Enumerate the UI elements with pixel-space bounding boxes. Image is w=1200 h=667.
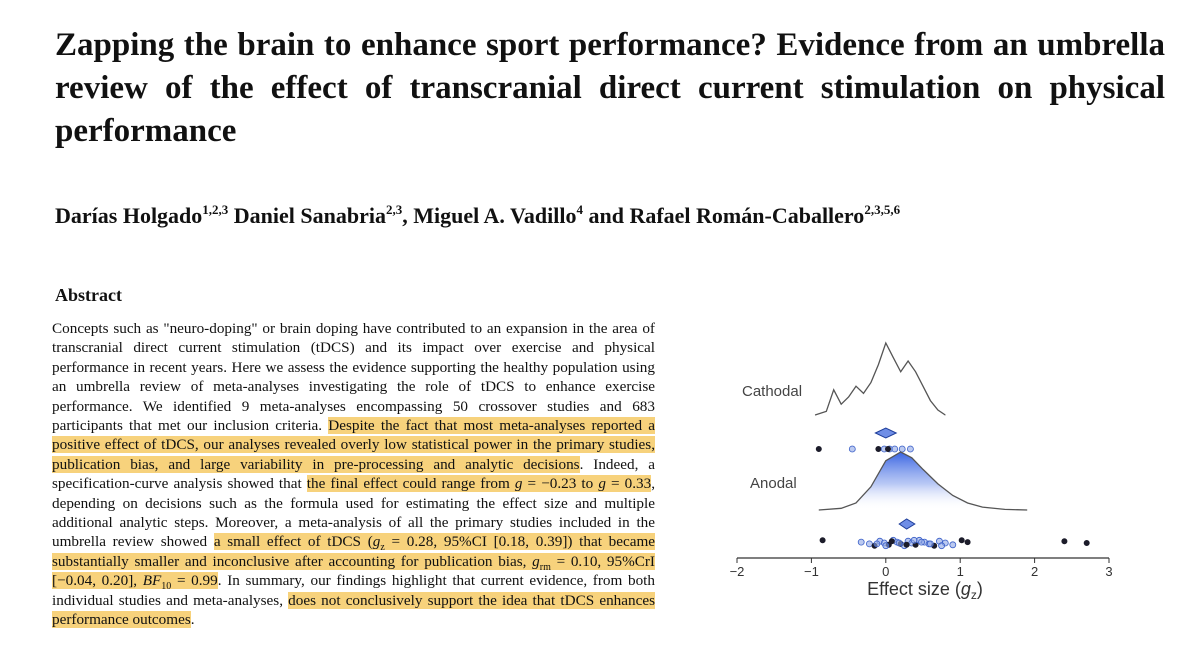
- study-point: [884, 446, 891, 453]
- abstract-segment: . In summary, our findings highlight tha…: [52, 572, 655, 609]
- author-name: Miguel A. Vadillo: [413, 203, 577, 228]
- study-point: [875, 446, 882, 453]
- study-point: [926, 540, 934, 548]
- x-tick-label: −2: [730, 564, 745, 579]
- study-point: [865, 540, 873, 548]
- author-list: Darías Holgado1,2,3 Daniel Sanabria2,3, …: [55, 202, 901, 228]
- study-point: [857, 538, 865, 546]
- study-point: [888, 538, 895, 545]
- cathodal-label: Cathodal: [742, 383, 802, 400]
- raincloud-figure: Cathodal Anodal −2 −1 0 1 2 3 Effect size (gz…: [700, 325, 1140, 615]
- study-point: [819, 537, 826, 544]
- x-axis-label: Effect size (gz): [867, 579, 983, 602]
- abstract-segment: Concepts such as "neuro-doping" or brain…: [52, 320, 655, 435]
- study-point: [882, 542, 890, 550]
- highlight-effect-range: the final effect could range from g = −0…: [306, 475, 652, 493]
- abstract-segment: , depending on decisions such as the for…: [52, 475, 655, 551]
- pooled-estimate-diamond: [898, 518, 916, 530]
- study-point: [906, 445, 914, 453]
- study-point: [1083, 539, 1090, 546]
- x-tick-label: 2: [1031, 564, 1038, 579]
- raincloud-chart: Cathodal Anodal −2 −1 0 1 2 3 Effect size (gz…: [730, 341, 1113, 602]
- study-point: [891, 445, 899, 453]
- x-tick-label: 1: [957, 564, 964, 579]
- x-tick-label: 0: [882, 564, 889, 579]
- paper-title: Zapping the brain to enhance sport perfo…: [55, 27, 1165, 149]
- study-point: [918, 538, 925, 546]
- author-name: Daniel Sanabria: [233, 203, 386, 228]
- author-affiliation: 2,3: [386, 202, 403, 217]
- x-tick-label: 3: [1105, 564, 1112, 579]
- author-affiliation: 1,2,3: [202, 202, 229, 217]
- study-point: [938, 542, 946, 550]
- study-point: [910, 536, 918, 544]
- study-point: [903, 541, 910, 548]
- study-point: [815, 446, 822, 453]
- study-point: [848, 445, 856, 453]
- author-name: Rafael Román-Caballero: [629, 203, 865, 228]
- density-fill-anodal: [818, 452, 1028, 510]
- abstract-text: Concepts such as "neuro-doping" or brain…: [52, 319, 655, 630]
- study-point: [1061, 538, 1068, 545]
- density-curve-anodal: [818, 451, 1028, 511]
- study-point: [949, 541, 957, 549]
- study-point: [964, 539, 971, 546]
- abstract-segment: .: [190, 611, 195, 629]
- study-point: [958, 537, 965, 544]
- abstract-segment: . Indeed, a specification-curve analysis…: [52, 455, 655, 493]
- abstract-heading: Abstract: [55, 285, 122, 305]
- study-point: [895, 539, 903, 547]
- study-point: [898, 445, 906, 453]
- author-affiliation: 4: [576, 202, 583, 217]
- pooled-estimate-diamond: [874, 427, 898, 439]
- author-name: Darías Holgado: [55, 203, 203, 228]
- density-curve-cathodal: [814, 341, 946, 416]
- study-point: [873, 540, 881, 548]
- x-tick-label: −1: [804, 564, 819, 579]
- anodal-label: Anodal: [750, 475, 797, 492]
- author-affiliation: 2,3,5,6: [864, 202, 901, 217]
